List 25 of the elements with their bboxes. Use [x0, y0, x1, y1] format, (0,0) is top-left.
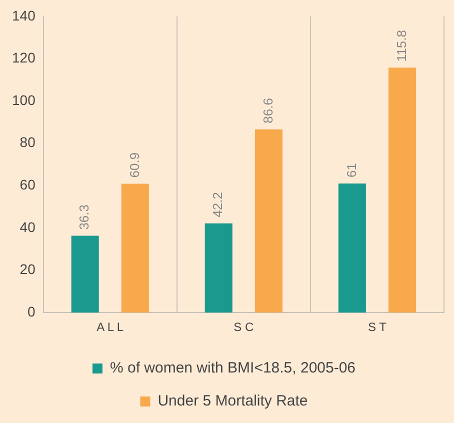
- y-tick-label: 120: [12, 50, 36, 66]
- bar: [121, 184, 149, 313]
- y-tick-label: 140: [12, 7, 36, 24]
- y-tick-label: 20: [20, 261, 36, 278]
- data-label: 115.8: [394, 30, 409, 62]
- bar: [254, 129, 282, 313]
- bar: [338, 184, 366, 313]
- data-label: 42.2: [210, 192, 226, 218]
- legend-label: Under 5 Mortality Rate: [158, 392, 308, 410]
- x-tick-label: S C: [234, 320, 254, 334]
- x-tick-label: A L L: [96, 320, 124, 334]
- data-label: 36.3: [76, 204, 92, 230]
- legend-label: % of women with BMI<18.5, 2005-06: [110, 360, 356, 377]
- bar: [388, 68, 416, 313]
- bar: [71, 236, 99, 313]
- y-tick-label: 80: [20, 134, 36, 150]
- data-label: 86.6: [260, 98, 276, 124]
- bar: [204, 223, 232, 313]
- x-tick-label: S T: [368, 320, 388, 334]
- y-tick-label: 100: [12, 92, 36, 108]
- data-label: 60.9: [126, 152, 142, 178]
- y-tick-label: 60: [20, 176, 36, 193]
- data-label: 61: [344, 163, 359, 178]
- y-tick-label: 40: [20, 218, 36, 235]
- y-tick-label: 0: [28, 303, 36, 320]
